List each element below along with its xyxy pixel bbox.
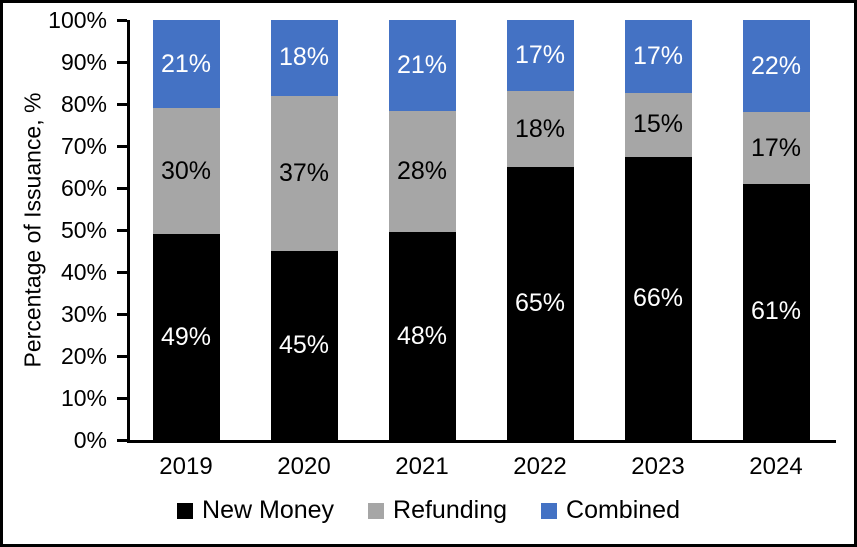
legend: New Money Refunding Combined [3, 496, 854, 525]
legend-swatch-icon [541, 502, 558, 519]
y-axis-line [127, 20, 130, 443]
legend-swatch-icon [177, 502, 194, 519]
bar-value-label: 21% [160, 49, 212, 78]
y-tick-mark [117, 354, 127, 358]
y-tick-label: 20% [60, 343, 107, 369]
y-tick-label: 0% [73, 427, 107, 453]
bar-value-label: 18% [514, 114, 566, 143]
y-tick-mark [117, 438, 127, 442]
bar-value-label: 17% [750, 133, 802, 162]
bar-value-label: 15% [632, 110, 684, 139]
bar-segment-new-money: 48% [388, 232, 456, 440]
bar-segment-new-money: 49% [152, 234, 220, 440]
bar-2022: 17% 18% 65% [506, 20, 574, 440]
bar-segment-combined: 17% [624, 20, 692, 93]
bar-value-label: 17% [632, 41, 684, 70]
y-tick-label: 30% [60, 301, 107, 327]
bar-value-label: 48% [396, 321, 448, 350]
legend-label: Combined [566, 496, 680, 524]
legend-item-new-money: New Money [177, 496, 334, 525]
bar-2023: 17% 15% 66% [624, 20, 692, 440]
bar-2019: 21% 30% 49% [152, 20, 220, 440]
bar-value-label: 30% [160, 156, 212, 185]
bar-value-label: 65% [514, 288, 566, 317]
bar-2021: 21% 28% 48% [388, 20, 456, 440]
y-tick-mark [117, 144, 127, 148]
bar-segment-refunding: 30% [152, 108, 220, 235]
bar-value-label: 21% [396, 50, 448, 79]
y-tick-mark [117, 60, 127, 64]
y-tick-label: 40% [60, 259, 107, 285]
bar-segment-combined: 21% [388, 20, 456, 111]
bar-segment-combined: 18% [270, 20, 338, 96]
bar-value-label: 28% [396, 157, 448, 186]
bar-segment-new-money: 66% [624, 157, 692, 440]
bar-segment-refunding: 15% [624, 92, 692, 158]
bar-value-label: 66% [632, 284, 684, 313]
x-tick-label: 2022 [513, 453, 567, 480]
bar-segment-new-money: 65% [506, 166, 574, 440]
bar-value-label: 22% [750, 51, 802, 80]
y-tick-label: 60% [60, 175, 107, 201]
y-tick-mark [117, 186, 127, 190]
y-tick-label: 70% [60, 133, 107, 159]
bar-2024: 22% 17% 61% [742, 20, 810, 440]
bar-segment-new-money: 45% [270, 250, 338, 440]
plot-area: 21% 30% 49% 18% 37% 45% 21% 28% 48% 17% 18% 65% 17% 1… [127, 20, 835, 440]
bar-segment-refunding: 17% [742, 112, 810, 184]
bar-segment-refunding: 28% [388, 110, 456, 233]
y-tick-mark [117, 228, 127, 232]
bar-segment-new-money: 61% [742, 183, 810, 440]
x-tick-label: 2024 [749, 453, 803, 480]
legend-label: New Money [202, 496, 335, 524]
bar-2020: 18% 37% 45% [270, 20, 338, 440]
y-tick-label: 10% [60, 385, 107, 411]
x-tick-label: 2020 [277, 453, 331, 480]
y-tick-label: 100% [48, 7, 107, 33]
bar-value-label: 37% [278, 158, 330, 187]
legend-item-combined: Combined [541, 496, 680, 525]
y-tick-label: 90% [60, 49, 107, 75]
bar-segment-combined: 22% [742, 20, 810, 113]
y-tick-mark [117, 102, 127, 106]
legend-item-refunding: Refunding [368, 496, 507, 525]
y-tick-mark [117, 396, 127, 400]
y-tick-mark [117, 312, 127, 316]
y-tick-label: 50% [60, 217, 107, 243]
bar-segment-refunding: 18% [506, 91, 574, 167]
bar-segment-combined: 21% [152, 20, 220, 109]
x-tick-label: 2019 [159, 453, 213, 480]
bar-segment-combined: 17% [506, 20, 574, 92]
bar-value-label: 18% [278, 43, 330, 72]
x-tick-label: 2023 [631, 453, 685, 480]
bar-value-label: 49% [160, 322, 212, 351]
x-axis-line [127, 440, 836, 443]
bar-segment-refunding: 37% [270, 95, 338, 251]
bar-value-label: 17% [514, 41, 566, 70]
bar-value-label: 45% [278, 330, 330, 359]
y-tick-mark [117, 270, 127, 274]
y-tick-mark [117, 18, 127, 22]
legend-label: Refunding [393, 496, 508, 524]
x-tick-label: 2021 [395, 453, 449, 480]
y-tick-label: 80% [60, 91, 107, 117]
legend-swatch-icon [368, 502, 385, 519]
bar-value-label: 61% [750, 297, 802, 326]
